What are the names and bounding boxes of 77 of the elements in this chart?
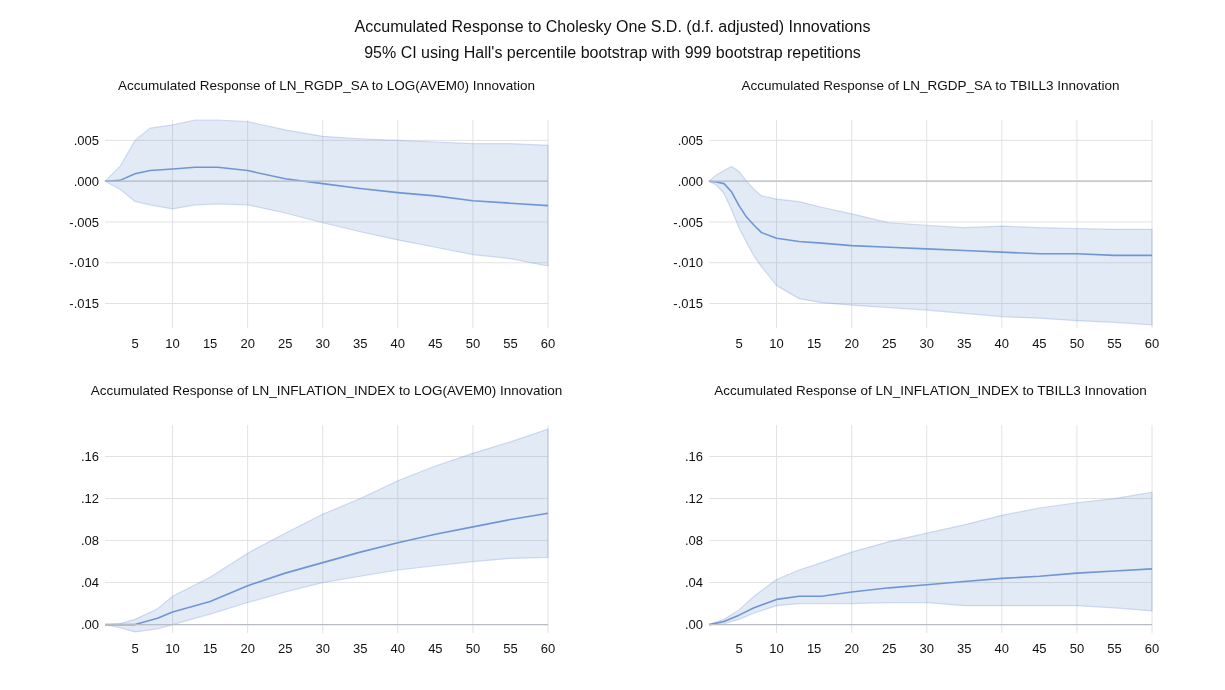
x-tick-label: 50 [465,641,481,656]
x-tick-label: 10 [165,641,180,656]
x-tick-label: 25 [277,336,293,351]
x-tick-label: 15 [806,336,822,351]
x-tick-label: 5 [131,641,139,656]
x-tick-label: 60 [1144,336,1160,351]
y-tick-label: -.015 [673,296,703,312]
x-tick-label: 45 [1032,336,1047,351]
y-tick-label: .000 [677,173,703,189]
x-tick-label: 35 [353,336,368,351]
y-tick-label: -.015 [69,296,99,312]
x-tick-label: 5 [735,336,743,351]
y-tick-label: .00 [80,617,99,633]
x-tick-label: 20 [844,336,859,351]
y-tick-label: -.005 [673,214,703,230]
x-tick-label: 40 [390,336,406,351]
chart-title: Accumulated Response of LN_INFLATION_INDEX to LOG(AVEM0) Innovation [90,383,563,398]
x-tick-label: 40 [994,336,1010,351]
y-tick-label: .08 [80,533,99,549]
x-tick-label: 30 [315,336,330,351]
chart-title: Accumulated Response of LN_INFLATION_INDEX to TBILL3 Innovation [714,383,1147,398]
x-tick-label: 45 [1032,641,1047,656]
x-tick-label: 15 [202,641,218,656]
x-tick-label: 25 [277,641,293,656]
x-tick-label: 10 [769,336,784,351]
chart-title: Accumulated Response of LN_RGDP_SA to LOG(AVEM0) Innovation [118,78,535,93]
y-tick-label: .16 [684,449,703,465]
x-tick-label: 35 [957,336,972,351]
y-tick-label: -.010 [673,255,703,271]
x-tick-label: 60 [1144,641,1160,656]
x-tick-label: 5 [735,641,743,656]
y-tick-label: .04 [684,575,703,591]
x-tick-label: 20 [240,641,255,656]
chart-title: Accumulated Response of LN_RGDP_SA to TBILL3 Innovation [741,78,1120,93]
y-tick-label: .000 [73,173,99,189]
x-tick-label: 40 [390,641,406,656]
x-tick-label: 20 [844,641,859,656]
x-tick-label: 55 [503,641,518,656]
y-tick-label: .16 [80,449,99,465]
y-tick-label: .00 [684,617,703,633]
x-tick-label: 55 [1107,641,1122,656]
x-tick-label: 25 [881,336,897,351]
x-tick-label: 35 [957,641,972,656]
x-tick-label: 30 [919,336,934,351]
x-tick-label: 10 [769,641,784,656]
x-tick-label: 15 [806,641,822,656]
x-tick-label: 5 [131,336,139,351]
text: 95% CI using Hall's percentile bootstrap with 999 bootstrap repetitions [364,44,861,61]
text: Accumulated Response to Cholesky One S.D. (d.f. adjusted) Innovations [354,18,871,35]
x-tick-label: 25 [881,641,897,656]
x-tick-label: 60 [540,336,556,351]
y-tick-label: .005 [677,132,703,148]
y-tick-label: .005 [73,132,99,148]
y-tick-label: -.005 [69,214,99,230]
x-tick-label: 35 [353,641,368,656]
x-tick-label: 20 [240,336,255,351]
line-series [104,166,549,207]
y-tick-label: -.010 [69,255,99,271]
y-tick-label: .08 [684,533,703,549]
y-tick-label: .12 [684,491,703,507]
x-tick-label: 15 [202,336,218,351]
x-tick-label: 60 [540,641,556,656]
line-series [708,568,1153,626]
x-tick-label: 55 [1107,336,1122,351]
x-tick-label: 10 [165,336,180,351]
y-tick-label: .12 [80,491,99,507]
y-tick-label: .04 [80,575,99,591]
x-tick-label: 30 [919,641,934,656]
x-tick-label: 30 [315,641,330,656]
x-tick-label: 45 [428,641,443,656]
line-series [708,180,1153,257]
x-tick-label: 55 [503,336,518,351]
x-tick-label: 40 [994,641,1010,656]
x-tick-label: 50 [1069,641,1085,656]
x-tick-label: 50 [465,336,481,351]
x-tick-label: 45 [428,336,443,351]
x-tick-label: 50 [1069,336,1085,351]
